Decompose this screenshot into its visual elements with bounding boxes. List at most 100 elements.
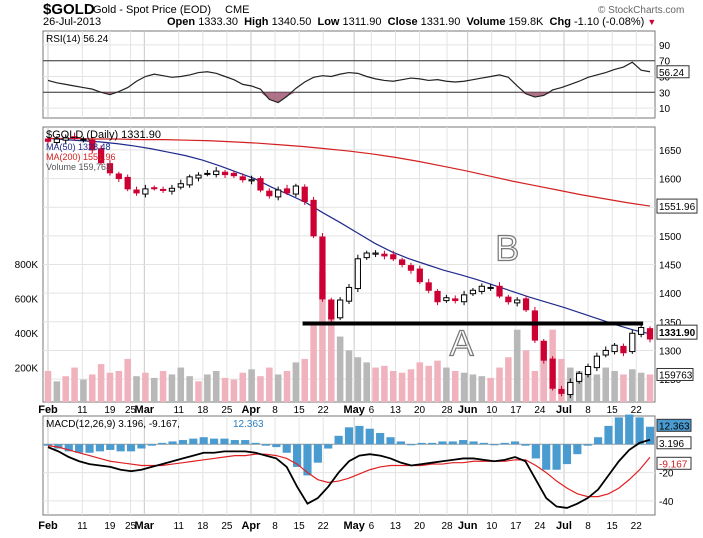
candle-body <box>620 345 627 354</box>
candle-body <box>62 137 69 141</box>
change-label: Chg <box>549 16 571 28</box>
candle-body <box>301 186 308 202</box>
x-axis-label: 17 <box>510 521 522 532</box>
volume-bar <box>496 367 503 402</box>
x-axis-label: 19 <box>104 521 116 532</box>
macd-histogram-bar <box>386 437 395 445</box>
stockcharts-watermark: © StockCharts.com <box>598 5 685 16</box>
volume-bar <box>611 371 618 402</box>
volume-bar <box>478 376 486 402</box>
candle-body <box>416 268 423 283</box>
x-axis-label: 11 <box>174 521 185 532</box>
ma200-legend: MA(200) 1551.96 <box>46 152 116 162</box>
volume-bar <box>505 357 512 402</box>
ohlc-readout: Open 1333.30 High 1340.50 Low 1311.90 Cl… <box>167 16 656 28</box>
macd-histogram-bar <box>552 444 561 470</box>
price-tick-label: 1350 <box>659 318 682 329</box>
macd-histogram-bar <box>220 438 229 445</box>
volume-bar <box>460 372 468 402</box>
candle-body <box>425 282 432 291</box>
macd-histogram-bar <box>75 444 84 453</box>
volume-bar <box>575 371 583 402</box>
candle-body <box>478 285 485 292</box>
price-tick-label: 1450 <box>659 261 682 272</box>
macd-histogram-bar <box>95 444 104 452</box>
volume-bar <box>71 367 78 402</box>
macd-histogram-bar <box>594 437 603 445</box>
candle-body <box>372 252 379 255</box>
rsi-tick-label: 10 <box>659 104 671 115</box>
candle-body <box>496 285 503 297</box>
macd-histogram-bar <box>490 444 499 446</box>
symbol-title: $GOLD <box>43 1 95 18</box>
x-axis-label: 6 <box>369 405 375 416</box>
macd-last-value: 3.196 <box>659 439 684 450</box>
candle-body <box>142 188 149 195</box>
macd-histogram-bar <box>438 441 447 445</box>
x-axis-label: 8 <box>585 521 591 532</box>
volume-bar <box>80 379 87 402</box>
volume-bar <box>620 374 627 402</box>
x-axis-label: 20 <box>414 521 426 532</box>
candle-body <box>266 190 273 197</box>
macd-histogram-bar <box>365 428 374 445</box>
candle-body <box>53 138 60 143</box>
macd-histogram-bar <box>500 442 509 445</box>
candle-body <box>549 358 556 389</box>
volume-bar <box>593 374 601 402</box>
ma50-line <box>47 137 651 335</box>
x-axis-label: 17 <box>510 405 522 416</box>
volume-bar <box>212 371 220 402</box>
volume-bar <box>97 364 105 402</box>
volume-bar <box>221 377 229 402</box>
volume-bar <box>443 367 450 402</box>
candle-body <box>558 388 565 394</box>
exchange-label: CME <box>225 4 250 16</box>
candle-body <box>133 189 140 194</box>
candle-body <box>275 189 282 198</box>
x-axis-label: 28 <box>441 521 453 532</box>
macd-histogram-bar <box>469 441 478 445</box>
x-axis-label: 15 <box>607 521 619 532</box>
volume-bar <box>416 362 424 402</box>
x-axis-label: 25 <box>221 521 233 532</box>
volume-bar <box>407 369 415 402</box>
volume-bar <box>646 374 654 402</box>
x-axis-label: 11 <box>77 405 88 416</box>
macd-histogram-bar <box>189 438 198 445</box>
annotation-label-b: B <box>495 228 519 269</box>
macd-histogram-bar <box>43 444 53 446</box>
rsi-line <box>47 61 651 104</box>
volume-bar <box>434 360 441 402</box>
volume-bar <box>230 379 238 402</box>
x-axis-label: Feb <box>38 404 58 416</box>
volume-bar <box>301 358 309 402</box>
macd-last-value: -9.167 <box>659 459 688 470</box>
macd-histogram-bar <box>614 417 623 445</box>
candle-body <box>221 171 229 176</box>
candle-body <box>460 294 468 303</box>
candle-body <box>567 382 574 396</box>
volume-bar <box>133 376 140 402</box>
x-axis-label: Feb <box>38 520 58 532</box>
candle-body <box>177 183 184 188</box>
x-axis-label: Jul <box>556 520 572 532</box>
macd-histogram-bar <box>282 444 291 453</box>
macd-panel-frame <box>42 415 656 516</box>
volume-bar <box>629 369 636 402</box>
candle-body <box>98 148 105 164</box>
macd-last-value-box <box>656 456 692 470</box>
macd-histogram-bar <box>583 444 592 446</box>
volume-bar <box>195 381 202 402</box>
macd-histogram-bar <box>230 440 239 445</box>
macd-histogram-bar <box>324 444 333 449</box>
volume-bar <box>354 357 362 402</box>
candle-body <box>44 138 52 142</box>
macd-histogram-bar <box>562 444 572 465</box>
macd-histogram-bar <box>521 444 530 446</box>
macd-histogram-bar <box>178 440 188 445</box>
candle-body <box>531 310 539 341</box>
macd-histogram-bar <box>261 444 271 446</box>
x-axis-label: Jun <box>458 404 478 416</box>
x-axis-label: 22 <box>631 405 643 416</box>
